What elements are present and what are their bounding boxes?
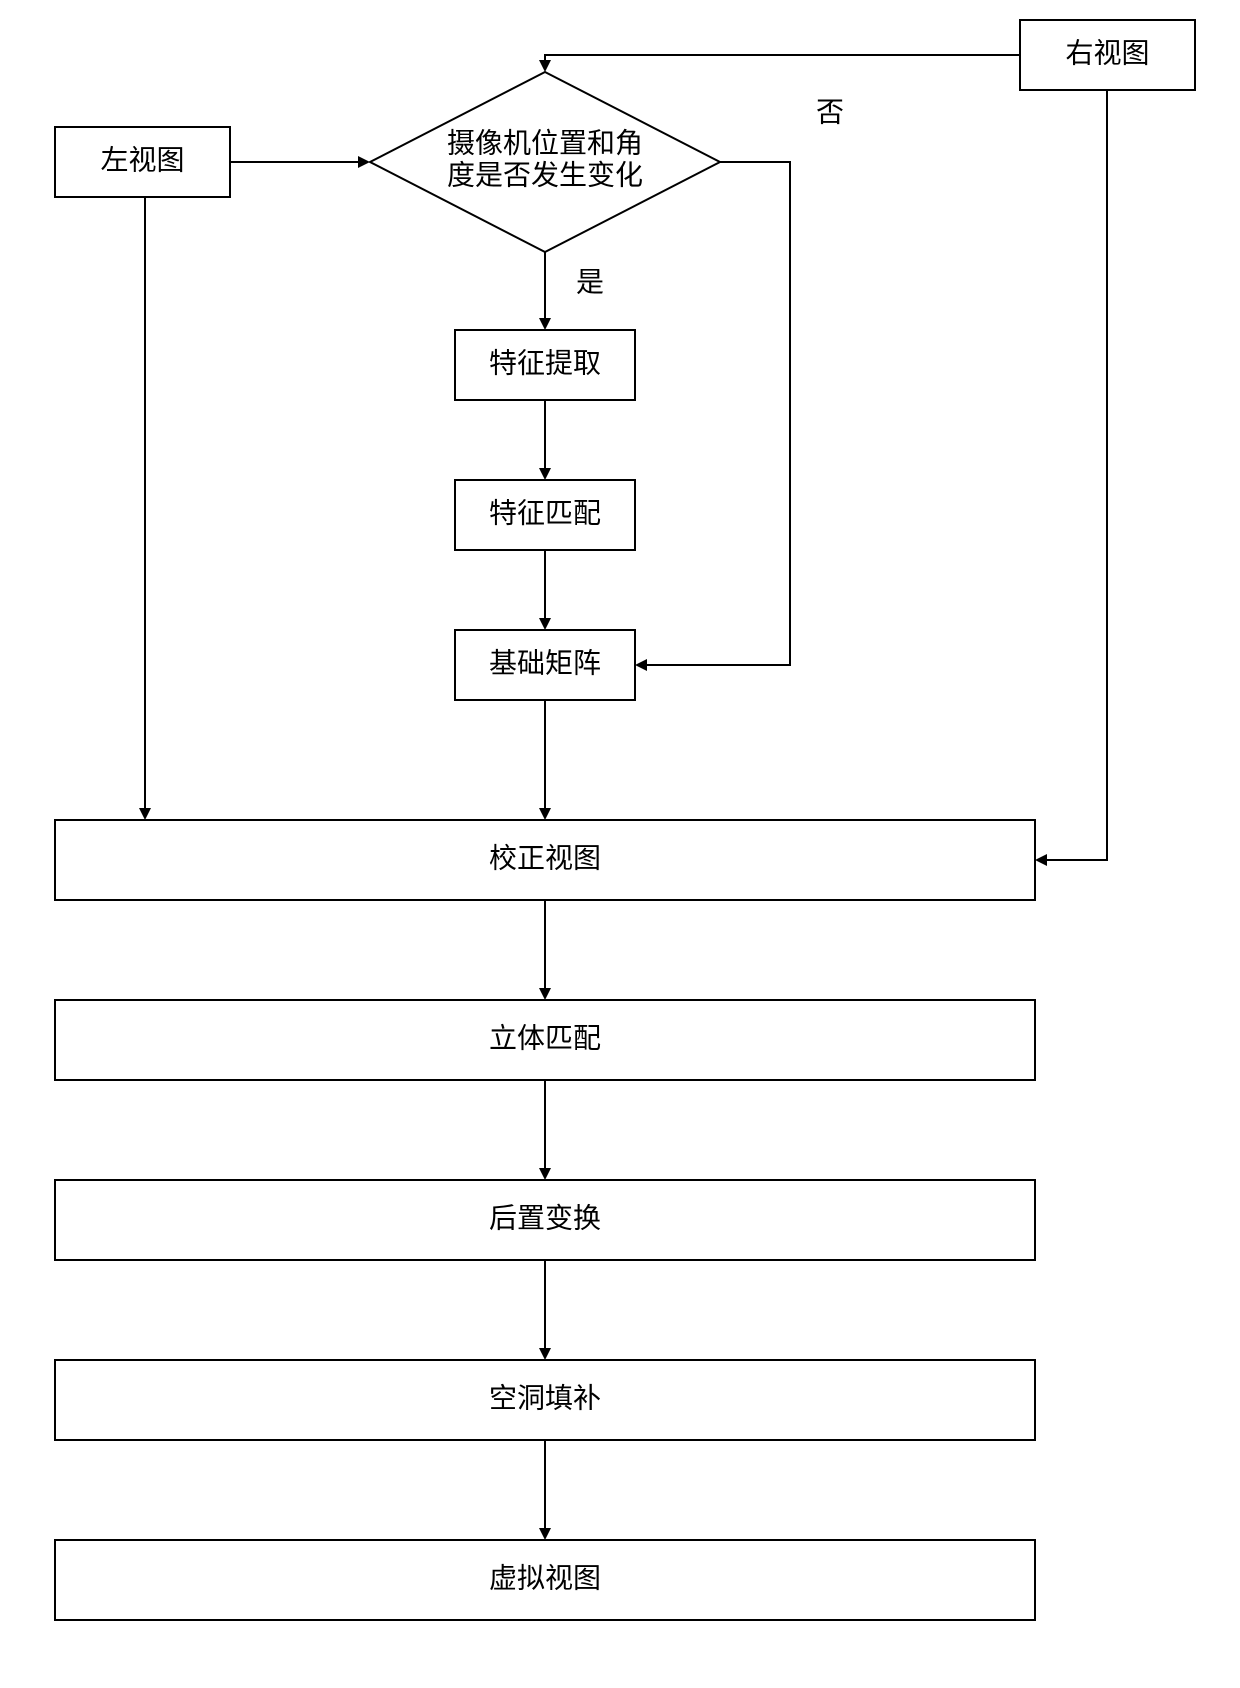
fill-label: 空洞填补: [489, 1382, 601, 1414]
edge-8: [1042, 90, 1107, 860]
edge-0: [545, 55, 1020, 65]
right_view-label: 右视图: [1065, 37, 1149, 69]
virtual-label: 虚拟视图: [489, 1562, 601, 1594]
warp-label: 后置变换: [489, 1202, 601, 1234]
flowchart-canvas: 左视图 右视图摄像机位置和角度是否发生变化特征提取特征匹配基础矩阵校正视图立体匹配…: [0, 0, 1240, 1688]
left_view-label: 左视图: [100, 144, 184, 176]
branch-label-no: 否: [816, 97, 844, 128]
feat_ext-label: 特征提取: [489, 347, 601, 379]
decision-label-line-0: 摄像机位置和角: [447, 127, 643, 159]
feat_match-label: 特征匹配: [489, 497, 601, 529]
fund_mat-label: 基础矩阵: [489, 647, 601, 679]
decision-label-line-1: 度是否发生变化: [447, 160, 643, 192]
branch-label-yes: 是: [576, 267, 604, 298]
stereo-label: 立体匹配: [489, 1022, 601, 1054]
rectify-label: 校正视图: [489, 842, 601, 874]
edge-6: [642, 162, 790, 665]
